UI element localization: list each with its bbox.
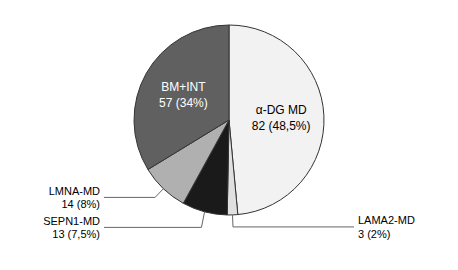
svg-text:LAMA2-MD3 (2%): LAMA2-MD3 (2%) (358, 214, 415, 239)
svg-text:SEPN1-MD13 (7,5%): SEPN1-MD13 (7,5%) (43, 215, 100, 240)
svg-text:α-DG MD82 (48,5%): α-DG MD82 (48,5%) (252, 103, 311, 133)
svg-text:LMNA-MD14 (8%): LMNA-MD14 (8%) (49, 185, 100, 210)
svg-text:BM+INT57 (34%): BM+INT57 (34%) (159, 80, 208, 110)
